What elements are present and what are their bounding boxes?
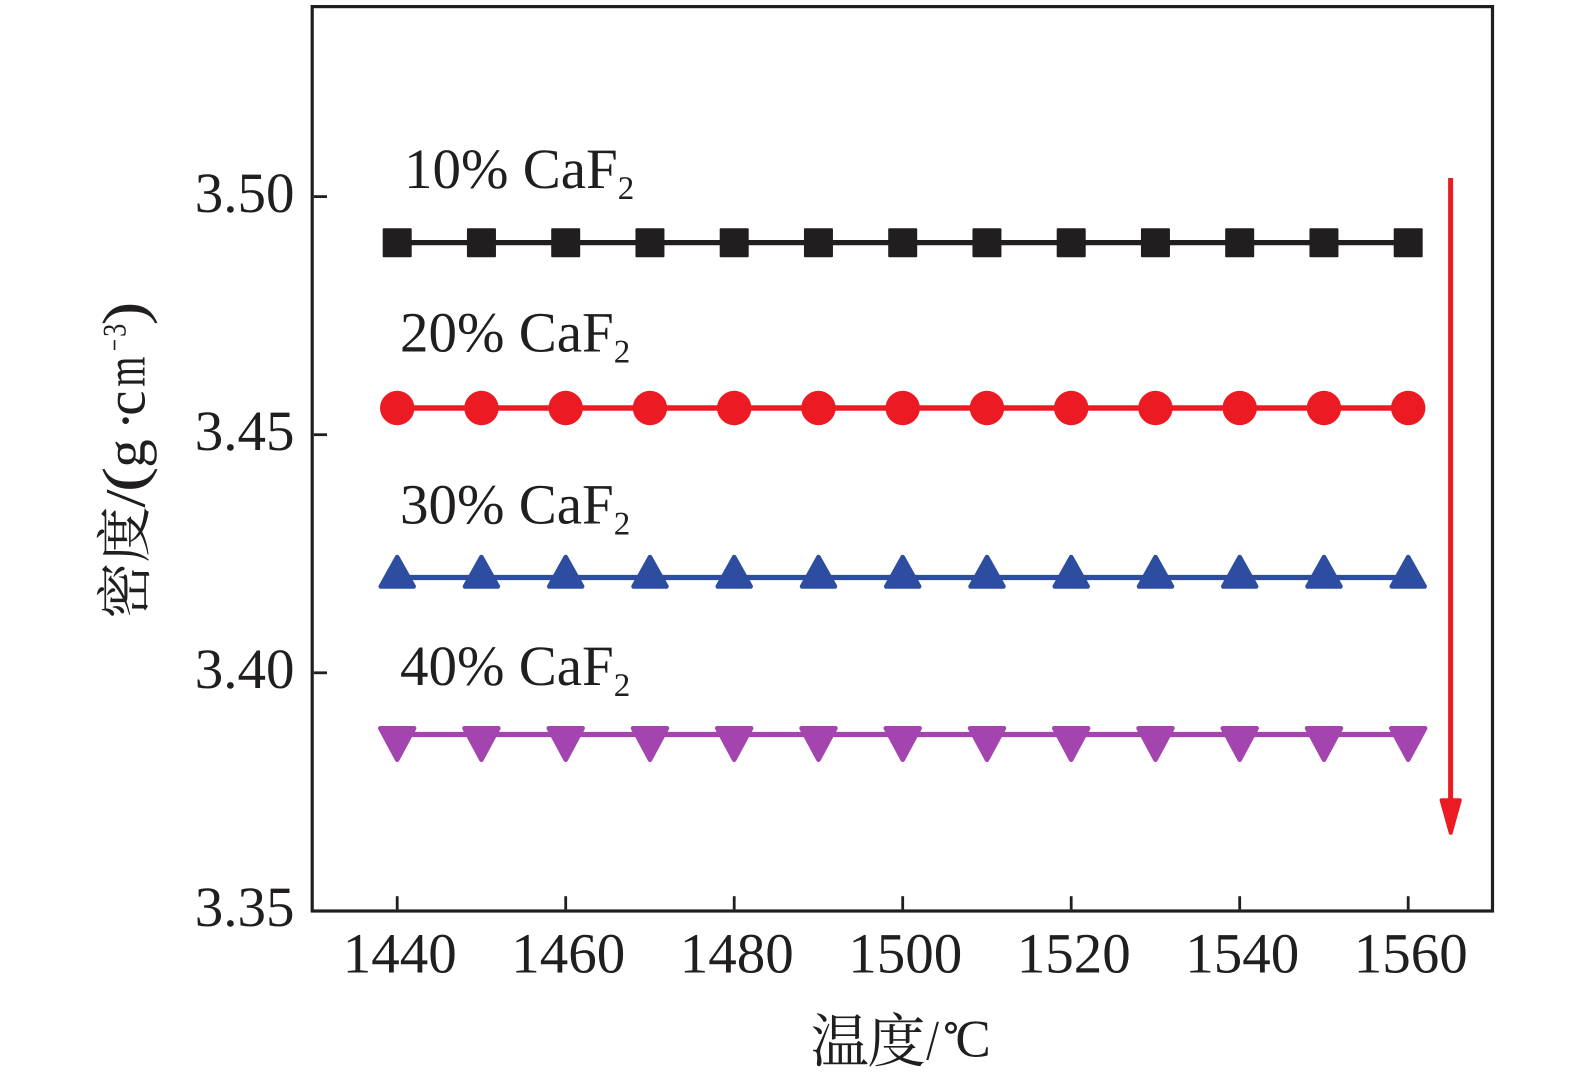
svg-text:C: C: [955, 1011, 990, 1069]
svg-text:3.35: 3.35: [195, 876, 295, 939]
svg-text:1500: 1500: [848, 923, 962, 986]
svg-text:·: ·: [94, 411, 157, 430]
svg-text:(: (: [91, 467, 158, 493]
svg-text:3.45: 3.45: [195, 400, 295, 463]
svg-text:1460: 1460: [511, 923, 625, 986]
svg-text:m: m: [94, 357, 157, 387]
svg-text:1440: 1440: [343, 923, 457, 986]
svg-text:3.50: 3.50: [195, 162, 295, 225]
svg-text:g: g: [94, 439, 157, 468]
svg-text:−: −: [97, 339, 133, 351]
svg-text:3.40: 3.40: [195, 638, 295, 701]
svg-text:1520: 1520: [1017, 923, 1131, 986]
svg-text:1480: 1480: [680, 923, 794, 986]
svg-text:10% CaF2: 10% CaF2: [404, 138, 634, 207]
svg-text:): ): [91, 302, 158, 326]
svg-text:3: 3: [97, 324, 133, 337]
svg-text:/: /: [94, 489, 157, 507]
svg-text:1540: 1540: [1185, 923, 1299, 986]
svg-text:/: /: [926, 1009, 939, 1072]
svg-text:c: c: [94, 390, 157, 415]
svg-text:30% CaF2: 30% CaF2: [400, 473, 630, 542]
svg-text:20% CaF2: 20% CaF2: [400, 301, 630, 370]
svg-text:40% CaF2: 40% CaF2: [400, 635, 630, 704]
svg-text:1560: 1560: [1354, 923, 1468, 986]
